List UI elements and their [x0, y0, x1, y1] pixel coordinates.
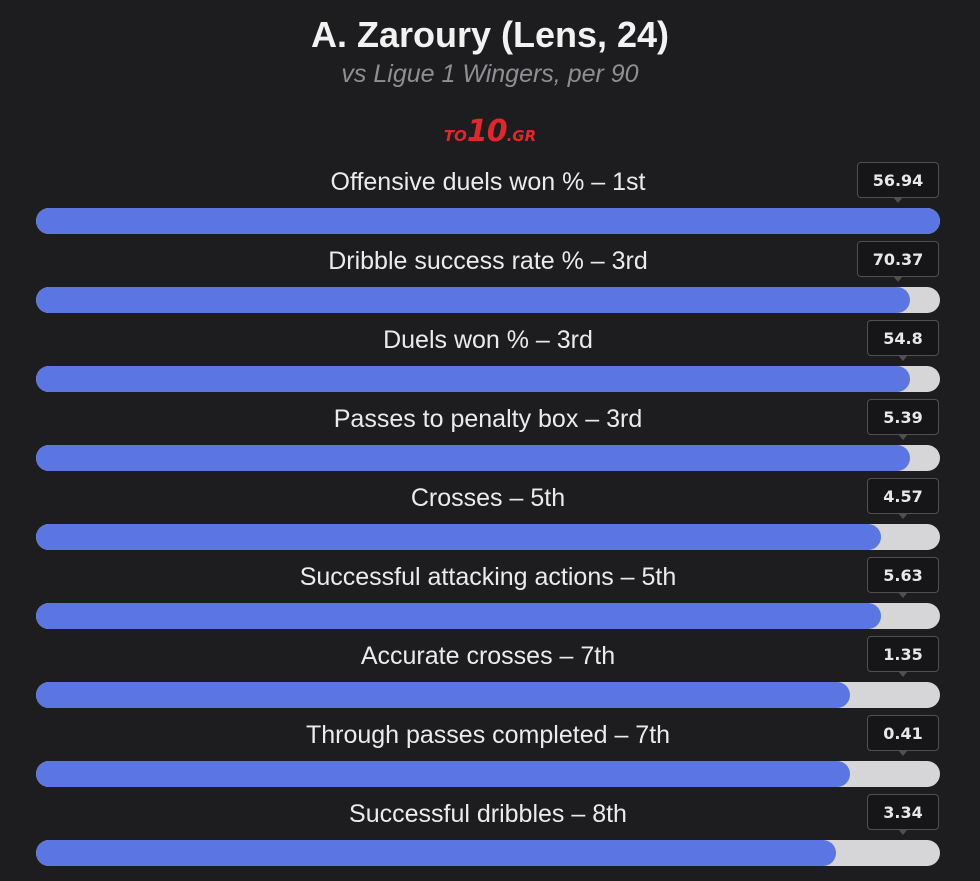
bar-row: Offensive duels won % – 1st 56.94	[0, 162, 980, 242]
bar-row: Through passes completed – 7th 0.41	[0, 715, 980, 795]
bar-track	[36, 603, 940, 629]
value-badge: 56.94	[857, 162, 939, 203]
bar-row: Successful dribbles – 8th 3.34	[0, 794, 980, 874]
bar-label: Duels won % – 3rd	[383, 326, 593, 354]
bar-label: Accurate crosses – 7th	[360, 642, 616, 670]
bar-track	[36, 524, 940, 550]
to10-logo: TO10.GR	[0, 114, 980, 149]
bar-track	[36, 840, 940, 866]
bar-track	[36, 682, 940, 708]
bar-label: Through passes completed – 7th	[305, 721, 671, 749]
bar-track	[36, 366, 940, 392]
bar-row: Duels won % – 3rd 54.8	[0, 320, 980, 400]
bar-fill	[36, 682, 850, 708]
value-badge: 5.39	[867, 399, 939, 440]
bar-label: Successful attacking actions – 5th	[299, 563, 677, 591]
bar-label: Dribble success rate % – 3rd	[328, 247, 648, 275]
bar-row: Crosses – 5th 4.57	[0, 478, 980, 558]
bar-row: Passes to penalty box – 3rd 5.39	[0, 399, 980, 479]
bar-fill	[36, 603, 881, 629]
bar-fill	[36, 840, 836, 866]
value-badge: 3.34	[867, 794, 939, 835]
bar-fill	[36, 208, 940, 234]
logo-suffix: .GR	[506, 127, 537, 145]
bar-track	[36, 287, 940, 313]
value-badge: 5.63	[867, 557, 939, 598]
bar-fill	[36, 445, 910, 471]
bar-fill	[36, 761, 850, 787]
logo-prefix: TO	[443, 127, 467, 145]
value-badge: 70.37	[857, 241, 939, 282]
bar-track	[36, 208, 940, 234]
bar-label: Crosses – 5th	[410, 484, 566, 512]
bar-row: Successful attacking actions – 5th 5.63	[0, 557, 980, 637]
value-badge: 4.57	[867, 478, 939, 519]
bar-label: Successful dribbles – 8th	[349, 800, 627, 828]
bar-fill	[36, 524, 881, 550]
chart-title: A. Zaroury (Lens, 24)	[310, 14, 670, 55]
value-badge: 1.35	[867, 636, 939, 677]
value-badge: 54.8	[867, 320, 939, 361]
bar-track	[36, 445, 940, 471]
bar-row: Dribble success rate % – 3rd 70.37	[0, 241, 980, 321]
bar-label: Passes to penalty box – 3rd	[333, 405, 643, 433]
bar-row: Accurate crosses – 7th 1.35	[0, 636, 980, 716]
chart-subtitle: vs Ligue 1 Wingers, per 90	[341, 60, 639, 88]
logo-number: 10	[466, 114, 508, 149]
bar-label: Offensive duels won % – 1st	[330, 168, 646, 196]
bar-track	[36, 761, 940, 787]
bar-fill	[36, 366, 910, 392]
bar-fill	[36, 287, 910, 313]
value-badge: 0.41	[867, 715, 939, 756]
